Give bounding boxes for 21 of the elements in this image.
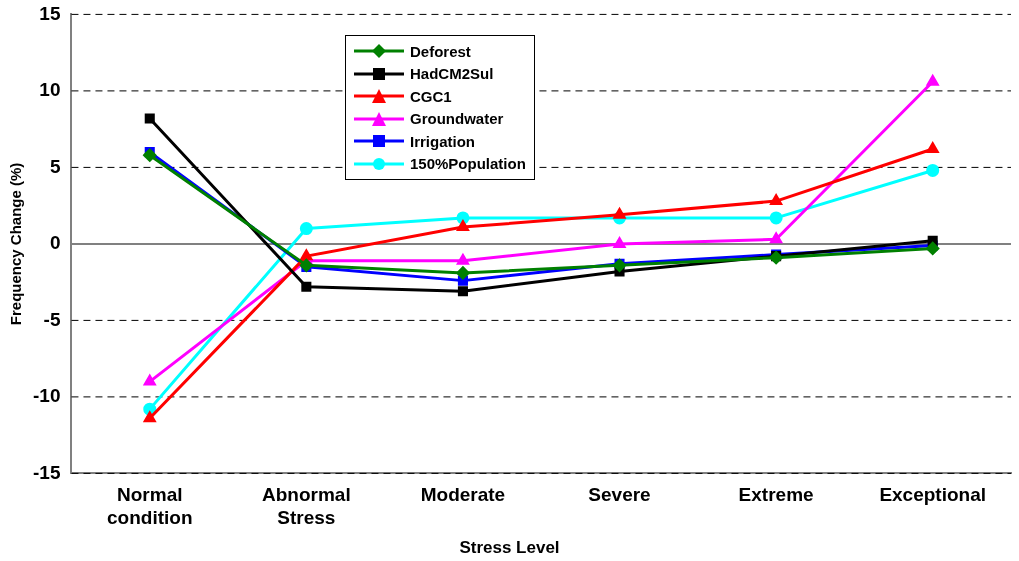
x-tick-label: Moderate: [420, 484, 506, 506]
y-tick-label: 10: [39, 79, 61, 101]
x-tick-label: Normal condition: [107, 484, 193, 528]
y-tick-label: -15: [32, 461, 61, 483]
x-tick-label: Severe: [588, 484, 651, 506]
legend-label: Groundwater: [410, 110, 504, 128]
legend-label: HadCM2Sul: [410, 65, 494, 83]
y-tick-label: -10: [32, 385, 61, 407]
legend-label: 150%Population: [410, 155, 526, 173]
x-axis-title: Stress Level: [458, 538, 561, 558]
legend-label: CGC1: [410, 87, 452, 105]
x-tick-label: Extreme: [738, 484, 814, 506]
legend-label: Deforest: [410, 42, 471, 60]
x-tick-label: Abnormal Stress: [262, 484, 351, 528]
x-tick-label: Exceptional: [879, 484, 987, 506]
y-axis-title: Frequency Change (%): [7, 162, 25, 326]
y-tick-label: 15: [39, 2, 61, 24]
y-tick-label: 0: [49, 232, 61, 254]
y-tick-label: 5: [49, 155, 61, 177]
y-tick-label: -5: [43, 308, 61, 330]
legend-label: Irrigation: [410, 132, 476, 150]
